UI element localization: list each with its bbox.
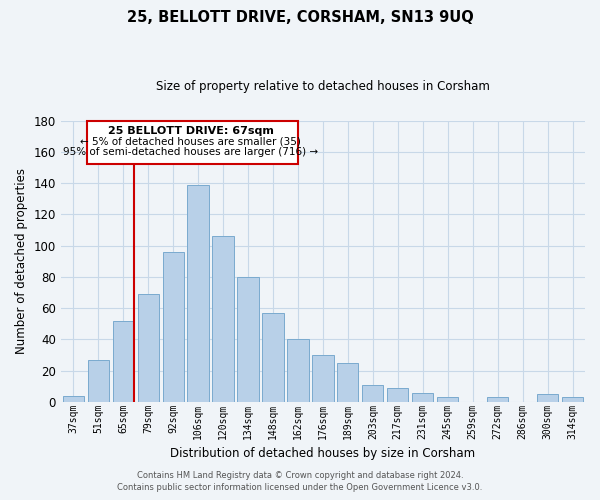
Bar [562,398,583,402]
Bar [113,320,134,402]
Bar [62,396,84,402]
Bar [238,277,259,402]
Bar [312,355,334,402]
Text: ← 5% of detached houses are smaller (35): ← 5% of detached houses are smaller (35) [80,136,301,146]
Bar [262,313,284,402]
Bar [163,252,184,402]
Bar [88,360,109,402]
Bar [362,385,383,402]
Bar [437,398,458,402]
X-axis label: Distribution of detached houses by size in Corsham: Distribution of detached houses by size … [170,447,475,460]
Text: Contains HM Land Registry data © Crown copyright and database right 2024.
Contai: Contains HM Land Registry data © Crown c… [118,471,482,492]
Bar [187,184,209,402]
Text: 95% of semi-detached houses are larger (716) →: 95% of semi-detached houses are larger (… [63,147,318,157]
Title: Size of property relative to detached houses in Corsham: Size of property relative to detached ho… [156,80,490,93]
Bar [337,363,358,402]
Text: 25 BELLOTT DRIVE: 67sqm: 25 BELLOTT DRIVE: 67sqm [107,126,274,136]
FancyBboxPatch shape [87,120,298,164]
Bar [537,394,558,402]
Y-axis label: Number of detached properties: Number of detached properties [15,168,28,354]
Bar [212,236,233,402]
Text: 25, BELLOTT DRIVE, CORSHAM, SN13 9UQ: 25, BELLOTT DRIVE, CORSHAM, SN13 9UQ [127,10,473,25]
Bar [387,388,409,402]
Bar [287,340,308,402]
Bar [137,294,159,402]
Bar [412,392,433,402]
Bar [487,398,508,402]
